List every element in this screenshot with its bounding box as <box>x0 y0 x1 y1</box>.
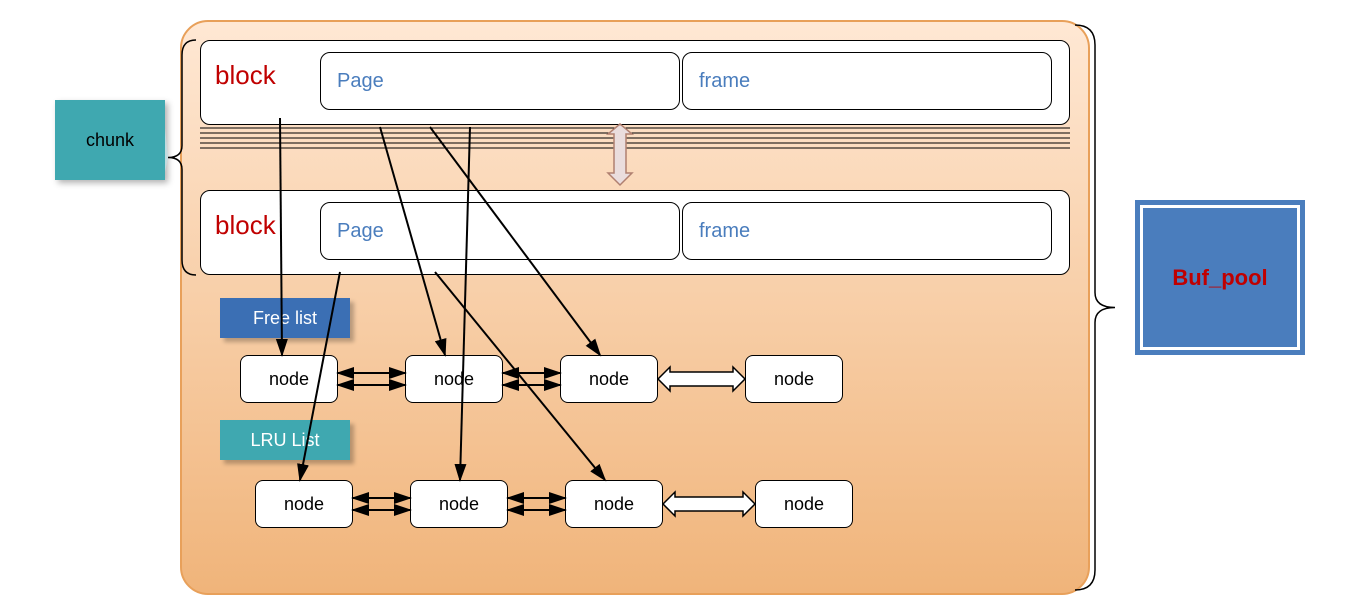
node-label: node <box>594 494 634 515</box>
free-node: node <box>745 355 843 403</box>
frame-box: frame <box>682 52 1052 110</box>
free-node: node <box>405 355 503 403</box>
frame-box: frame <box>682 202 1052 260</box>
block-label: block <box>215 210 276 241</box>
page-box: Page <box>320 202 680 260</box>
block-label: block <box>215 60 276 91</box>
lru-node: node <box>755 480 853 528</box>
page-label: Page <box>337 70 384 93</box>
chunk-box: chunk <box>55 100 165 180</box>
lru-list-label: LRU List <box>220 420 350 460</box>
free-node: node <box>560 355 658 403</box>
free-list-text: Free list <box>253 308 317 329</box>
bufpool-box: Buf_pool <box>1135 200 1305 355</box>
chunk-label: chunk <box>86 130 134 151</box>
node-label: node <box>439 494 479 515</box>
page-label: Page <box>337 220 384 243</box>
frame-label: frame <box>699 220 750 243</box>
lru-list-text: LRU List <box>250 430 319 451</box>
node-label: node <box>784 494 824 515</box>
lru-node: node <box>255 480 353 528</box>
lru-node: node <box>565 480 663 528</box>
lru-node: node <box>410 480 508 528</box>
node-label: node <box>284 494 324 515</box>
node-label: node <box>269 369 309 390</box>
bufpool-label: Buf_pool <box>1172 265 1267 291</box>
node-label: node <box>774 369 814 390</box>
page-box: Page <box>320 52 680 110</box>
node-label: node <box>589 369 629 390</box>
node-label: node <box>434 369 474 390</box>
frame-label: frame <box>699 70 750 93</box>
free-node: node <box>240 355 338 403</box>
free-list-label: Free list <box>220 298 350 338</box>
